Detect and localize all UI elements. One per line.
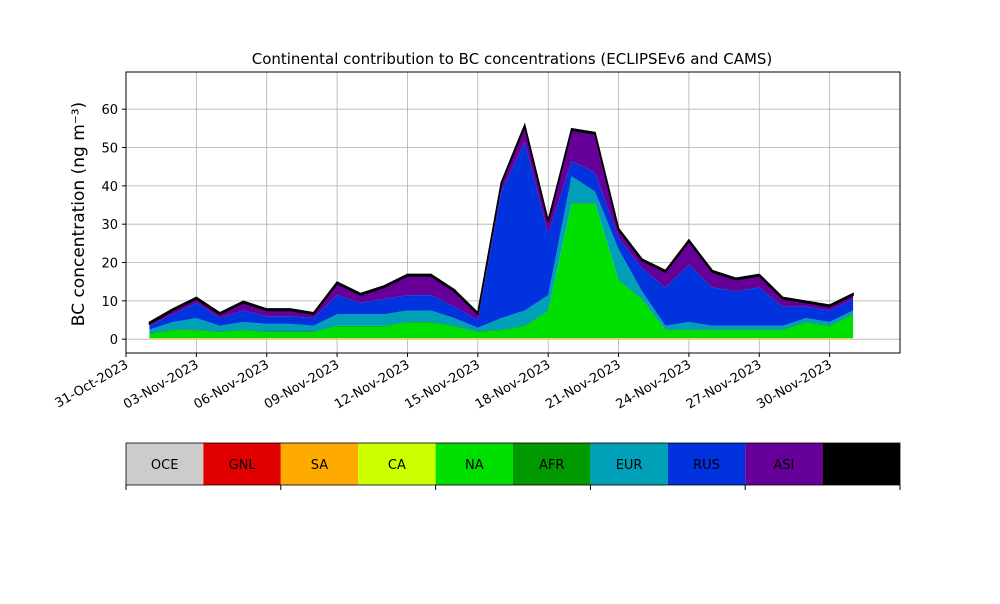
- legend-label: NA: [465, 458, 484, 473]
- y-axis-label: BC concentration (ng m⁻³): [69, 102, 89, 326]
- legend-label: OCE: [151, 458, 179, 473]
- y-tick-label: 0: [110, 333, 118, 348]
- x-tick-label: 15-Nov-2023: [403, 357, 483, 412]
- x-tick-label: 21-Nov-2023: [543, 357, 623, 412]
- y-tick-label: 30: [101, 218, 118, 233]
- legend-label: AUS: [848, 458, 875, 473]
- legend-label: CA: [388, 458, 406, 473]
- x-tick-label: 31-Oct-2023: [53, 357, 131, 411]
- legend-label: GNL: [229, 458, 257, 473]
- legend-label: EUR: [616, 458, 643, 473]
- legend-label: ASI: [773, 458, 794, 473]
- x-tick-label: 27-Nov-2023: [684, 357, 764, 412]
- x-tick-label: 12-Nov-2023: [332, 357, 412, 412]
- legend-label: RUS: [693, 458, 720, 473]
- chart-title: Continental contribution to BC concentra…: [252, 50, 773, 68]
- x-tick-label: 30-Nov-2023: [754, 357, 834, 412]
- x-tick-label: 06-Nov-2023: [191, 357, 271, 412]
- y-tick-label: 60: [101, 103, 118, 118]
- y-tick-label: 10: [101, 295, 118, 310]
- legend-label: AFR: [539, 458, 564, 473]
- y-tick-label: 20: [101, 257, 118, 272]
- y-tick-label: 40: [101, 180, 118, 195]
- legend-label: SA: [311, 458, 328, 473]
- x-tick-label: 18-Nov-2023: [473, 357, 553, 412]
- y-tick-label: 50: [101, 142, 118, 157]
- x-tick-label: 03-Nov-2023: [121, 357, 201, 412]
- area: [149, 142, 853, 330]
- x-tick-label: 24-Nov-2023: [614, 357, 694, 412]
- x-tick-label: 09-Nov-2023: [262, 357, 342, 412]
